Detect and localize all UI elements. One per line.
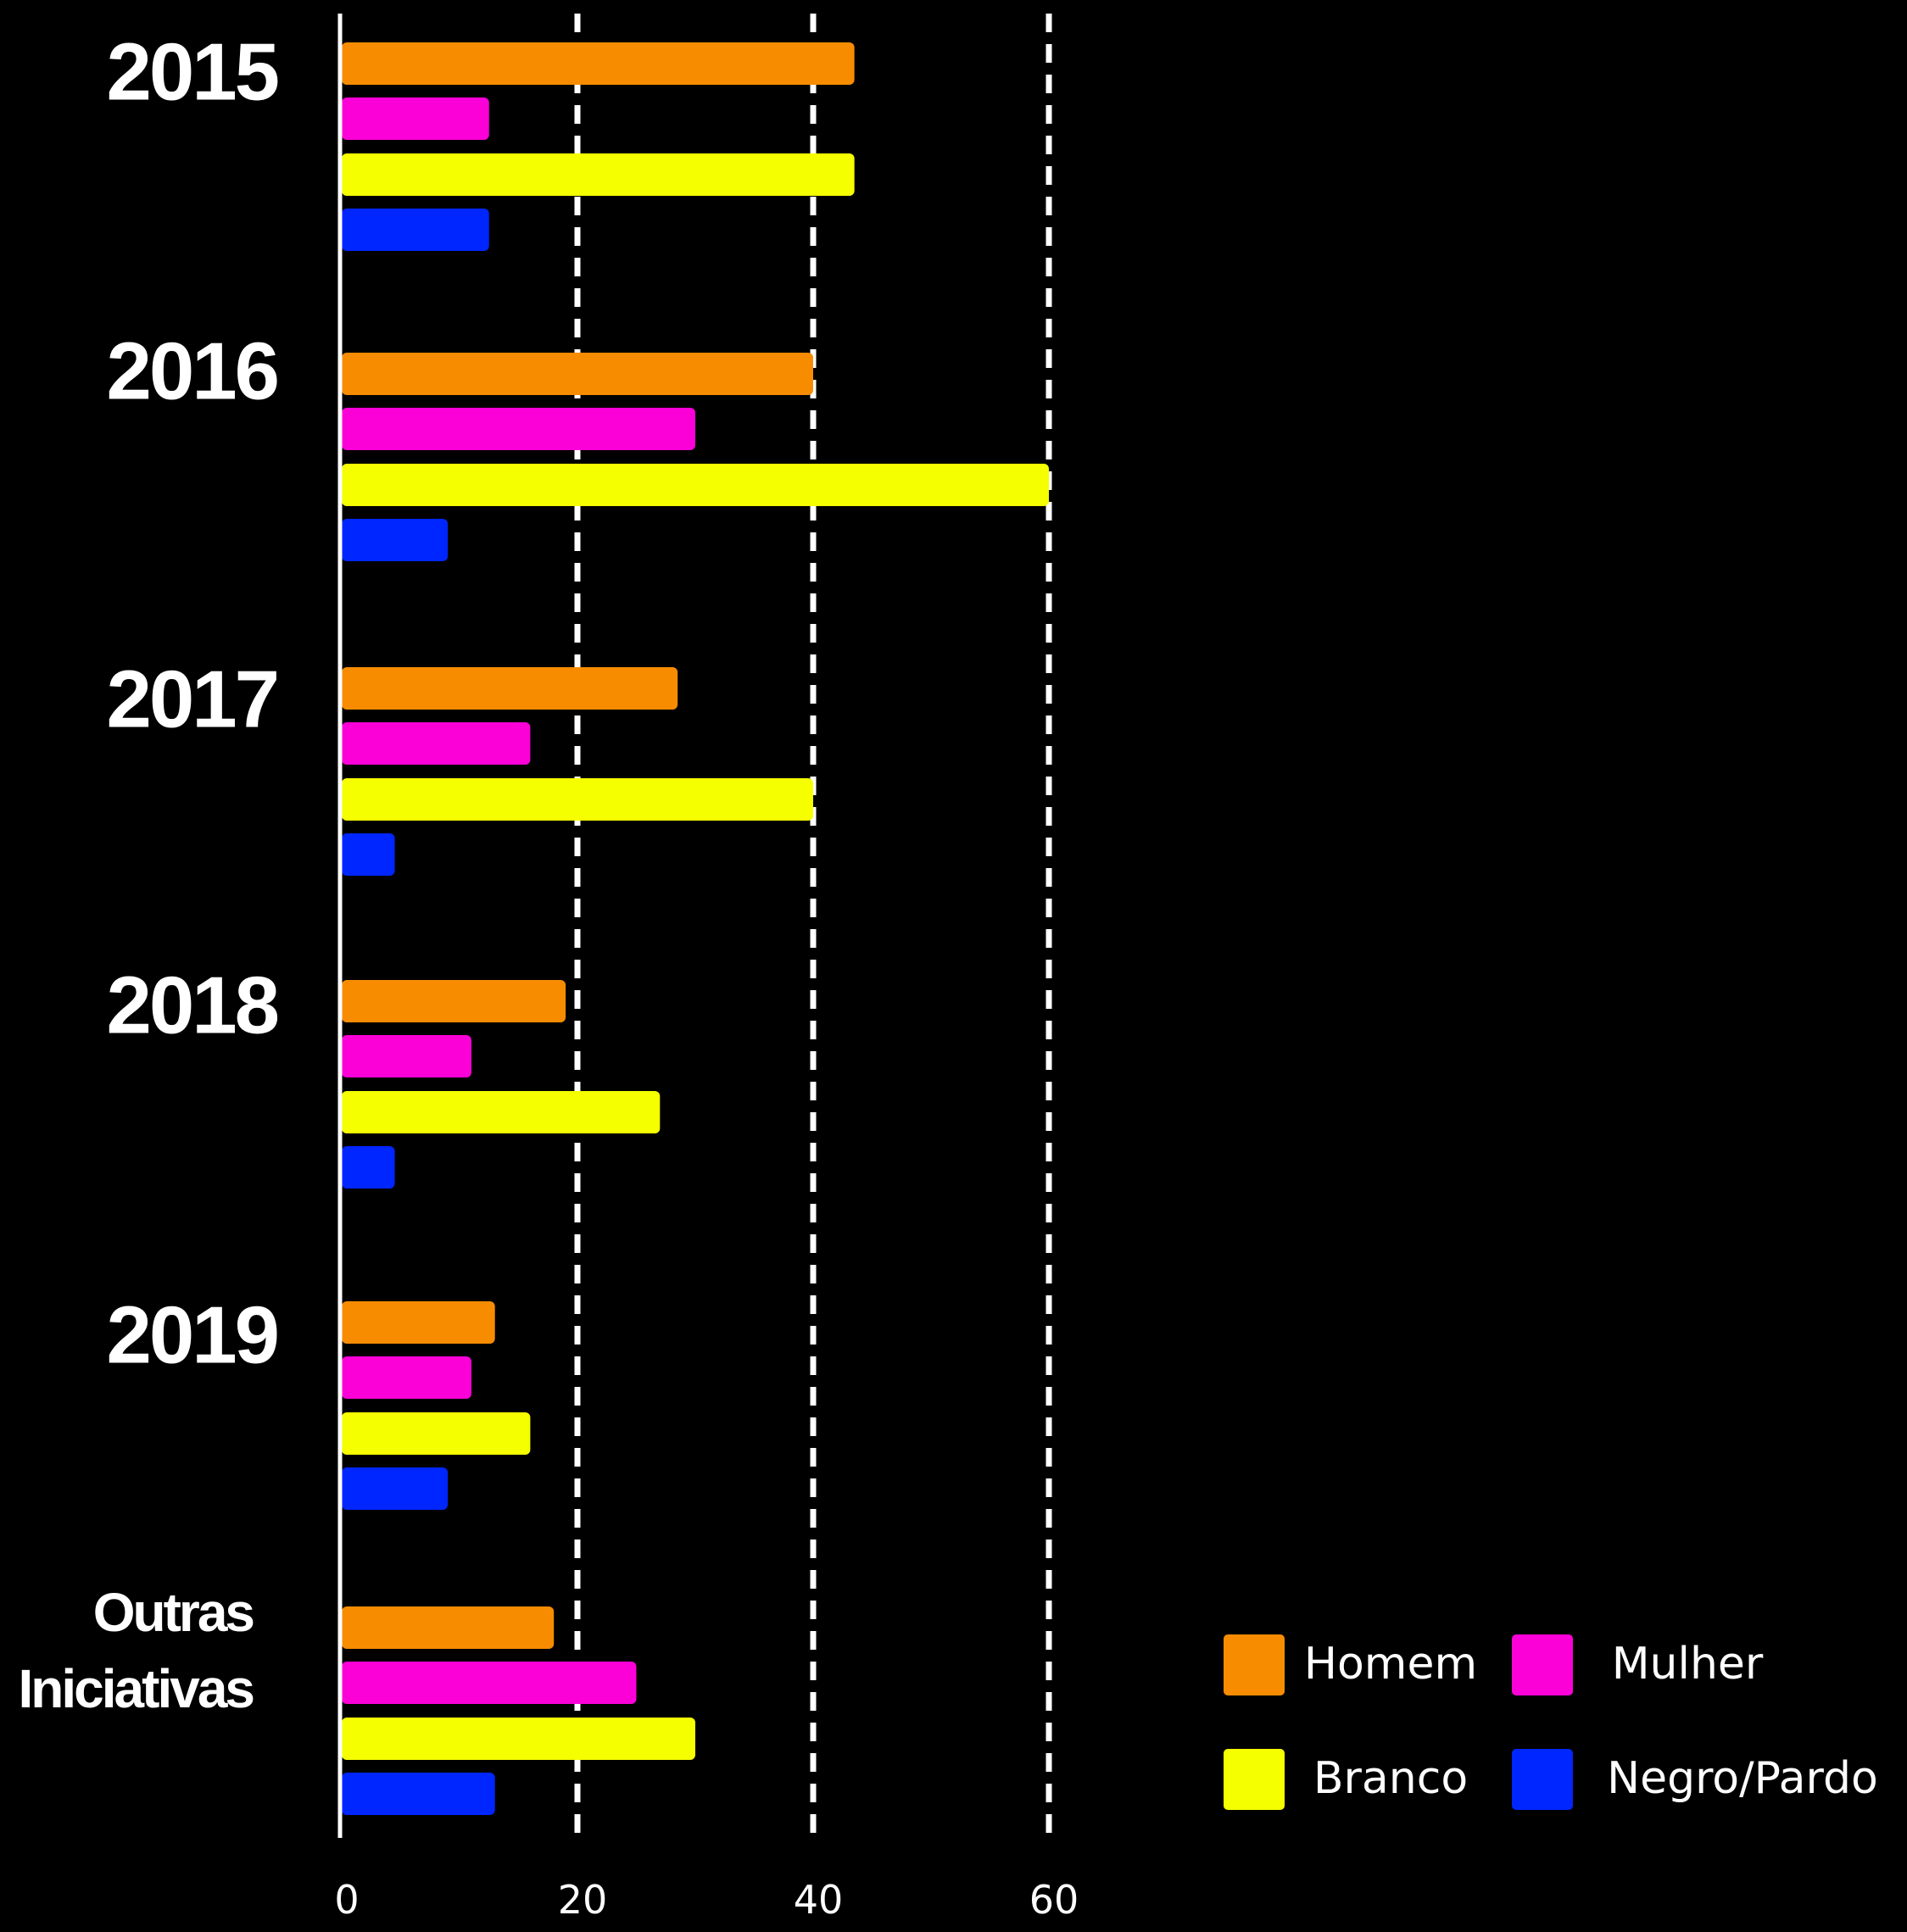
bar-branco-2017: [342, 778, 813, 821]
legend-swatch: [1224, 1749, 1285, 1810]
bar-branco-2018: [342, 1091, 661, 1133]
bar-negro-pardo-2017: [342, 833, 395, 876]
bar-branco-2019: [342, 1412, 531, 1455]
legend: Homem Mulher Branco Negro/Pardo: [1224, 1634, 1878, 1810]
bar-homem-2016: [342, 353, 813, 395]
bar-negro-pardo-2018: [342, 1146, 395, 1189]
bar-homem-2017: [342, 667, 678, 710]
bar-homem-2018: [342, 980, 566, 1022]
bar-mulher-outras-iniciativas: [342, 1662, 637, 1704]
category-label: 2015: [106, 26, 277, 117]
x-tick-label: 0: [334, 1877, 359, 1923]
category-label: Iniciativas: [19, 1658, 254, 1719]
bar-mulher-2019: [342, 1356, 471, 1399]
bar-negro-pardo-2019: [342, 1467, 449, 1510]
bars: [342, 42, 1049, 1815]
category-label: Outras: [93, 1582, 254, 1643]
bar-branco-2016: [342, 464, 1049, 506]
bar-mulher-2015: [342, 97, 489, 140]
bar-negro-pardo-outras-iniciativas: [342, 1773, 495, 1815]
category-label: 2019: [106, 1289, 277, 1380]
legend-label: Mulher: [1612, 1639, 1764, 1690]
legend-label: Branco: [1313, 1753, 1468, 1804]
grid-lines: [574, 14, 1052, 1838]
x-tick-labels: 0 20 40 60: [334, 1877, 1079, 1923]
legend-swatch: [1512, 1749, 1573, 1810]
bar-homem-outras-iniciativas: [342, 1606, 555, 1649]
category-label: 2018: [106, 960, 277, 1050]
legend-label: Negro/Pardo: [1607, 1753, 1878, 1804]
legend-swatch: [1224, 1634, 1285, 1695]
bar-negro-pardo-2016: [342, 519, 449, 561]
bar-mulher-2017: [342, 722, 531, 765]
bar-branco-outras-iniciativas: [342, 1718, 695, 1760]
bar-branco-2015: [342, 153, 855, 196]
bar-mulher-2016: [342, 408, 695, 450]
x-tick-label: 20: [558, 1877, 608, 1923]
category-labels: 2015 2016 2017 2018 2019 Outras Iniciativas: [19, 26, 281, 1719]
legend-label: Homem: [1304, 1639, 1477, 1690]
x-tick-label: 60: [1029, 1877, 1079, 1923]
bar-mulher-2018: [342, 1035, 471, 1077]
bar-homem-2019: [342, 1301, 495, 1344]
category-label: 2016: [106, 326, 277, 416]
category-label: 2017: [106, 654, 277, 744]
legend-swatch: [1512, 1634, 1573, 1695]
bar-negro-pardo-2015: [342, 209, 489, 251]
x-tick-label: 40: [794, 1877, 844, 1923]
bar-homem-2015: [342, 42, 855, 85]
